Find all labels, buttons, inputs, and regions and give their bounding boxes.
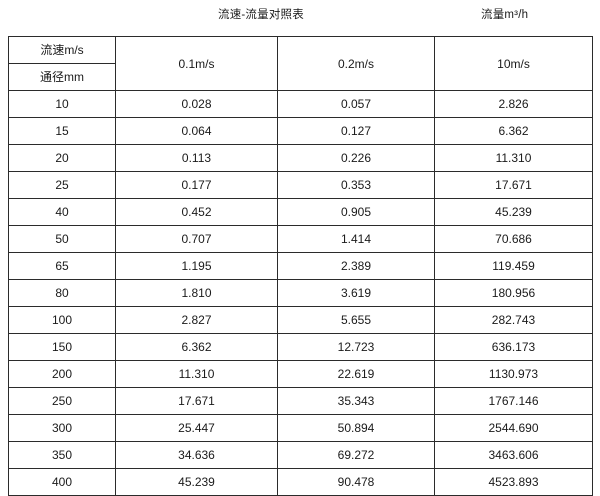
cell-value-2: 45.239 <box>434 198 593 226</box>
table-row: 150 6.362 12.723 636.173 <box>8 333 593 361</box>
column-header-velocity-1: 0.2m/s <box>277 36 435 91</box>
cell-value-2: 6.362 <box>434 117 593 145</box>
cell-value-0: 45.239 <box>115 468 278 496</box>
cell-diameter: 50 <box>8 225 116 253</box>
cell-value-0: 6.362 <box>115 333 278 361</box>
cell-diameter: 20 <box>8 144 116 172</box>
cell-value-1: 0.057 <box>277 90 435 118</box>
cell-value-1: 69.272 <box>277 441 435 469</box>
cell-value-0: 2.827 <box>115 306 278 334</box>
cell-value-1: 1.414 <box>277 225 435 253</box>
cell-value-2: 11.310 <box>434 144 593 172</box>
cell-value-1: 5.655 <box>277 306 435 334</box>
cell-value-0: 25.447 <box>115 414 278 442</box>
cell-value-0: 11.310 <box>115 360 278 388</box>
table-row: 65 1.195 2.389 119.459 <box>8 252 593 280</box>
cell-value-1: 2.389 <box>277 252 435 280</box>
table-row: 400 45.239 90.478 4523.893 <box>8 468 593 496</box>
table-row: 200 11.310 22.619 1130.973 <box>8 360 593 388</box>
cell-value-2: 17.671 <box>434 171 593 199</box>
cell-value-2: 4523.893 <box>434 468 593 496</box>
cell-diameter: 10 <box>8 90 116 118</box>
table-row: 300 25.447 50.894 2544.690 <box>8 414 593 442</box>
cell-value-1: 0.127 <box>277 117 435 145</box>
cell-value-2: 636.173 <box>434 333 593 361</box>
cell-value-0: 0.113 <box>115 144 278 172</box>
cell-value-1: 90.478 <box>277 468 435 496</box>
table-title: 流速-流量对照表 <box>218 9 304 21</box>
table-row: 20 0.113 0.226 11.310 <box>8 144 593 172</box>
cell-value-0: 0.452 <box>115 198 278 226</box>
cell-diameter: 25 <box>8 171 116 199</box>
flow-unit-label: 流量m³/h <box>481 9 529 21</box>
cell-value-1: 3.619 <box>277 279 435 307</box>
cell-value-1: 0.226 <box>277 144 435 172</box>
cell-value-2: 282.743 <box>434 306 593 334</box>
corner-header-velocity: 流速m/s <box>8 36 116 64</box>
table-row: 40 0.452 0.905 45.239 <box>8 198 593 226</box>
cell-value-2: 1767.146 <box>434 387 593 415</box>
cell-diameter: 40 <box>8 198 116 226</box>
cell-value-1: 12.723 <box>277 333 435 361</box>
cell-diameter: 80 <box>8 279 116 307</box>
cell-value-0: 0.028 <box>115 90 278 118</box>
table-row: 15 0.064 0.127 6.362 <box>8 117 593 145</box>
table-row: 350 34.636 69.272 3463.606 <box>8 441 593 469</box>
cell-value-0: 1.810 <box>115 279 278 307</box>
table-row: 10 0.028 0.057 2.826 <box>8 90 593 118</box>
cell-diameter: 250 <box>8 387 116 415</box>
cell-value-0: 1.195 <box>115 252 278 280</box>
cell-value-2: 1130.973 <box>434 360 593 388</box>
cell-diameter: 65 <box>8 252 116 280</box>
table-row: 80 1.810 3.619 180.956 <box>8 279 593 307</box>
cell-diameter: 15 <box>8 117 116 145</box>
column-header-velocity-2: 10m/s <box>434 36 593 91</box>
cell-value-1: 0.905 <box>277 198 435 226</box>
cell-value-0: 0.177 <box>115 171 278 199</box>
table-row: 100 2.827 5.655 282.743 <box>8 306 593 334</box>
header-row-diameter: 通径mm <box>8 63 593 91</box>
table-row: 50 0.707 1.414 70.686 <box>8 225 593 253</box>
cell-value-1: 22.619 <box>277 360 435 388</box>
cell-value-0: 34.636 <box>115 441 278 469</box>
table-row: 250 17.671 35.343 1767.146 <box>8 387 593 415</box>
cell-diameter: 150 <box>8 333 116 361</box>
cell-value-2: 70.686 <box>434 225 593 253</box>
cell-value-1: 50.894 <box>277 414 435 442</box>
cell-value-0: 0.064 <box>115 117 278 145</box>
cell-value-0: 0.707 <box>115 225 278 253</box>
flow-table-container: 流速m/s 0.1m/s 0.2m/s 10m/s 通径mm 10 0.028 … <box>8 36 593 496</box>
cell-diameter: 400 <box>8 468 116 496</box>
caption-row: 流速-流量对照表 流量m³/h <box>0 0 600 34</box>
cell-value-2: 3463.606 <box>434 441 593 469</box>
table-row: 25 0.177 0.353 17.671 <box>8 171 593 199</box>
cell-value-2: 2.826 <box>434 90 593 118</box>
flow-table-body: 流速m/s 0.1m/s 0.2m/s 10m/s 通径mm 10 0.028 … <box>8 36 593 496</box>
cell-diameter: 300 <box>8 414 116 442</box>
cell-diameter: 100 <box>8 306 116 334</box>
cell-diameter: 200 <box>8 360 116 388</box>
cell-value-1: 35.343 <box>277 387 435 415</box>
cell-value-2: 119.459 <box>434 252 593 280</box>
cell-value-1: 0.353 <box>277 171 435 199</box>
cell-value-2: 180.956 <box>434 279 593 307</box>
corner-header-diameter: 通径mm <box>8 63 116 91</box>
cell-value-0: 17.671 <box>115 387 278 415</box>
cell-value-2: 2544.690 <box>434 414 593 442</box>
flow-rate-table: 流速m/s 0.1m/s 0.2m/s 10m/s 通径mm 10 0.028 … <box>8 36 593 496</box>
cell-diameter: 350 <box>8 441 116 469</box>
column-header-velocity-0: 0.1m/s <box>115 36 278 91</box>
header-row-velocity: 流速m/s 0.1m/s 0.2m/s 10m/s <box>8 36 593 91</box>
